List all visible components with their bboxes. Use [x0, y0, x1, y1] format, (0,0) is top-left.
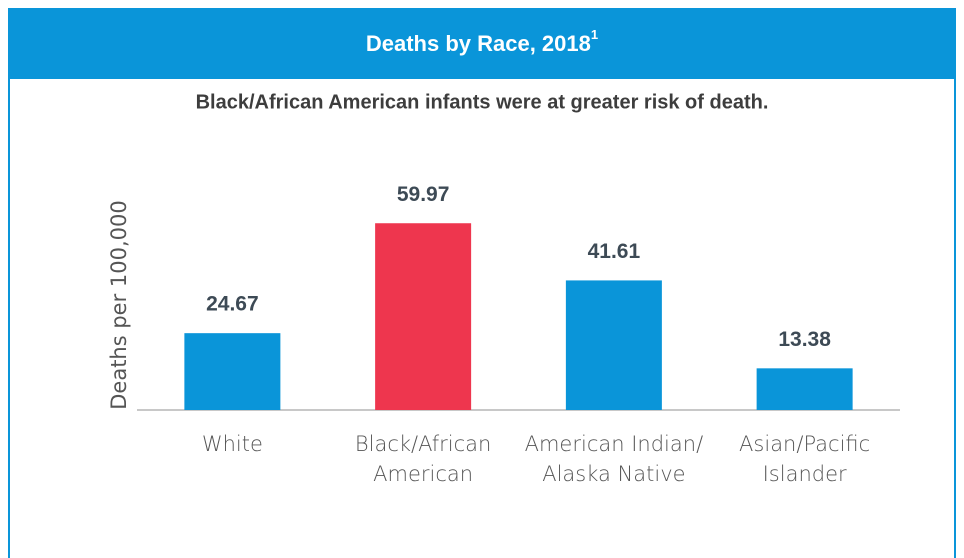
- x-tick-label: White: [201, 432, 263, 456]
- chart-subtitle: Black/African American infants were at g…: [196, 91, 769, 113]
- x-tick-label: Black/African American: [354, 432, 492, 486]
- bar: [184, 333, 281, 410]
- value-label: 41.61: [588, 240, 641, 263]
- value-label: 24.67: [206, 293, 259, 316]
- header-bar: [9, 9, 955, 79]
- y-axis-label: Deaths per 100,000: [107, 200, 131, 410]
- title-footnote: 1: [591, 27, 598, 42]
- chart-title: Deaths by Race, 20181: [366, 27, 598, 55]
- bar: [756, 368, 853, 410]
- bar: [565, 280, 662, 410]
- bar: [375, 223, 472, 410]
- x-tick-label: American Indian/ Alaska Native: [524, 432, 704, 486]
- value-label: 13.38: [778, 328, 831, 351]
- x-tick-label: Asian/Pacific Islander: [739, 432, 871, 486]
- title-text: Deaths by Race, 2018: [366, 31, 591, 56]
- value-label: 59.97: [397, 183, 450, 206]
